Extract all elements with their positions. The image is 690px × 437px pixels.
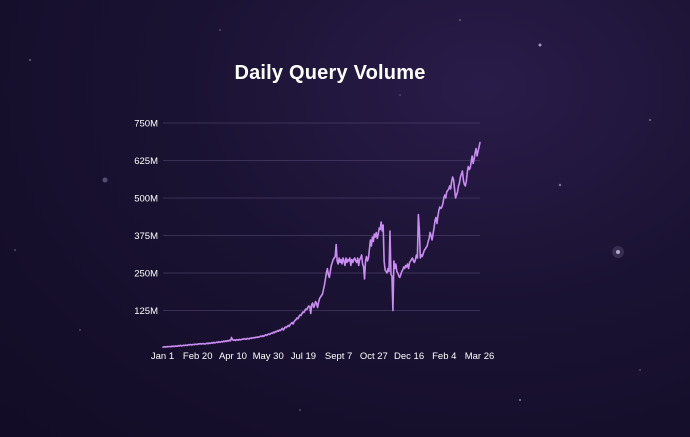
- y-tick-label: 375M: [134, 231, 158, 242]
- y-axis-ticks: 125M 250M 375M 500M 625M 750M: [134, 119, 158, 318]
- y-tick-label: 125M: [134, 306, 158, 317]
- x-tick-label: Mar 26: [465, 351, 495, 362]
- y-tick-label: 750M: [134, 119, 158, 130]
- x-tick-label: Jan 1: [151, 351, 174, 362]
- x-tick-label: Feb 4: [432, 351, 456, 362]
- x-tick-label: May 30: [253, 351, 284, 362]
- y-tick-label: 625M: [134, 156, 158, 167]
- x-axis-ticks: Jan 1 Feb 20 Apr 10 May 30 Jul 19 Sept 7 Oct 2…: [151, 351, 494, 362]
- x-tick-label: Feb 20: [183, 351, 213, 362]
- y-tick-label: 250M: [134, 269, 158, 280]
- grid-lines: [163, 122, 480, 311]
- x-tick-label: Oct 27: [360, 351, 388, 362]
- x-tick-label: Apr 10: [219, 351, 247, 362]
- series-line: [162, 141, 481, 348]
- chart-title: Daily Query Volume: [234, 62, 426, 84]
- x-tick-label: Dec 16: [394, 351, 424, 362]
- x-tick-label: Sept 7: [325, 351, 352, 362]
- y-tick-label: 500M: [134, 194, 158, 205]
- x-tick-label: Jul 19: [291, 351, 316, 362]
